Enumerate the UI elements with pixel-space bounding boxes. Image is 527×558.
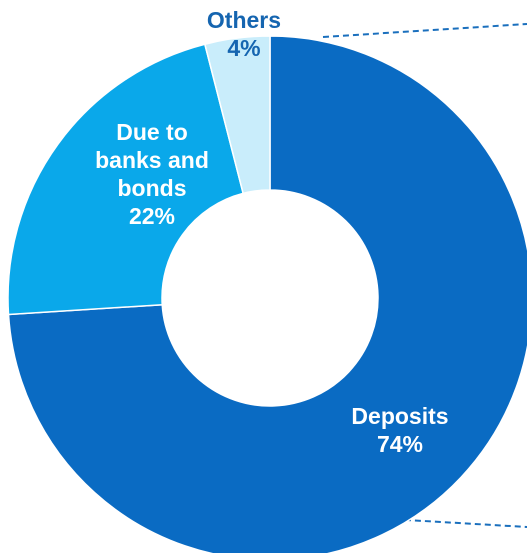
label-text-deposits: Deposits: [351, 403, 448, 429]
value-label-due-to-banks-and-bonds: 22%: [129, 203, 175, 229]
label-text-due-to-banks-and-bonds: bonds: [118, 175, 187, 201]
label-text-others: Others: [207, 7, 281, 33]
donut-slices: [8, 36, 527, 553]
label-text-due-to-banks-and-bonds: banks and: [95, 147, 209, 173]
value-label-others: 4%: [227, 35, 260, 61]
connector-line-top: [323, 24, 527, 37]
value-label-deposits: 74%: [377, 431, 423, 457]
label-text-due-to-banks-and-bonds: Due to: [116, 119, 188, 145]
